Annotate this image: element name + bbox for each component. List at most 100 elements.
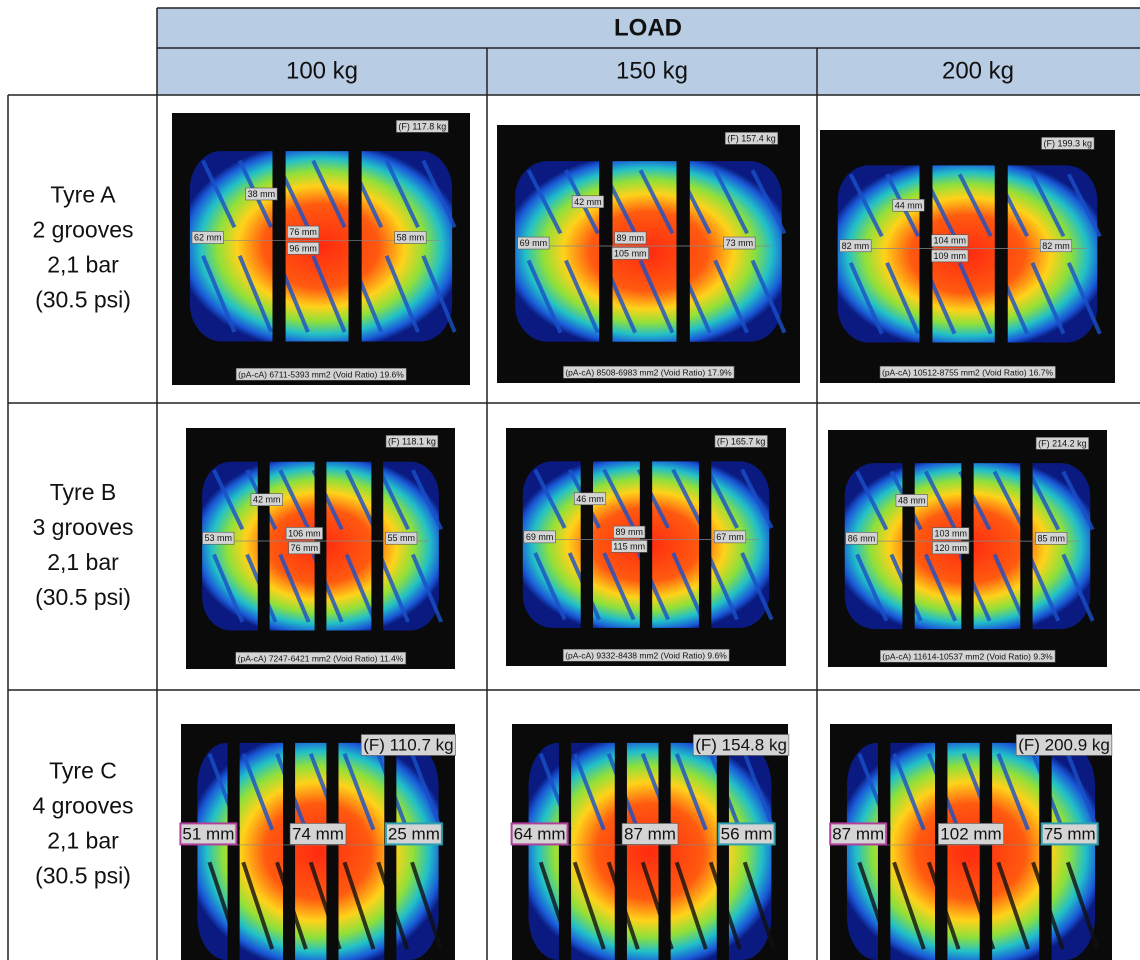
sipe bbox=[674, 753, 708, 831]
row-label: 2,1 bar bbox=[47, 828, 119, 854]
sipe bbox=[671, 468, 705, 529]
label-box bbox=[202, 531, 235, 545]
measure-label: 82 mm bbox=[1042, 241, 1070, 251]
label-box bbox=[932, 541, 970, 555]
label-box bbox=[613, 525, 646, 539]
groove bbox=[979, 740, 993, 960]
sipe bbox=[713, 259, 749, 334]
sipe bbox=[750, 169, 787, 235]
groove bbox=[314, 459, 327, 633]
sipe bbox=[992, 553, 1026, 622]
measure-label: (F) 165.7 kg bbox=[717, 436, 766, 446]
row-label: 2 grooves bbox=[32, 217, 133, 243]
label-box bbox=[523, 530, 556, 544]
label-box bbox=[396, 120, 449, 133]
sipe bbox=[671, 552, 705, 621]
label-box bbox=[1039, 239, 1073, 253]
row-label: Tyre B bbox=[50, 479, 116, 505]
measure-label: 42 mm bbox=[574, 197, 602, 207]
sipe bbox=[410, 753, 443, 831]
sipe bbox=[311, 159, 347, 229]
measure-label: (F) 118.1 kg bbox=[388, 436, 436, 446]
measure-label: (F) 200.9 kg bbox=[1018, 735, 1110, 754]
sipe bbox=[1027, 470, 1061, 531]
groove bbox=[614, 740, 627, 960]
measure-label: (pA-cA) 10512-8755 mm2 (Void Ratio) 16.7… bbox=[882, 367, 1053, 377]
label-box bbox=[287, 225, 320, 239]
measure-label: (pA-cA) 7247-6421 mm2 (Void Ratio) 11.4% bbox=[238, 653, 404, 663]
measure-label: (F) 154.8 kg bbox=[695, 735, 787, 754]
label-box bbox=[611, 247, 649, 260]
measure-label: 75 mm bbox=[1044, 824, 1096, 843]
groove bbox=[1020, 461, 1033, 632]
sipe bbox=[241, 753, 275, 831]
sipe bbox=[1065, 753, 1100, 831]
measure-label: 76 mm bbox=[291, 543, 319, 553]
sipe bbox=[713, 169, 749, 235]
sipe bbox=[410, 553, 444, 623]
row-label: 2,1 bar bbox=[47, 252, 119, 278]
label-box bbox=[562, 648, 730, 662]
measure-label: (F) 199.3 kg bbox=[1044, 138, 1093, 148]
sipe bbox=[411, 469, 444, 531]
label-box bbox=[394, 231, 427, 244]
label-box bbox=[1041, 137, 1095, 150]
label-box bbox=[510, 822, 569, 846]
groove bbox=[257, 459, 270, 633]
sipe bbox=[892, 753, 926, 831]
sipe bbox=[421, 159, 457, 229]
label-box bbox=[879, 365, 1056, 379]
groove bbox=[227, 740, 240, 960]
label-box bbox=[563, 365, 735, 379]
sipe bbox=[705, 468, 739, 529]
label-box bbox=[879, 649, 1056, 663]
sipe bbox=[201, 255, 237, 333]
label-box bbox=[517, 236, 550, 250]
sipe bbox=[377, 553, 410, 623]
label-box bbox=[1040, 822, 1099, 846]
sipe bbox=[1061, 553, 1095, 622]
measure-label: 42 mm bbox=[253, 495, 281, 505]
sipe bbox=[1061, 470, 1095, 531]
sipe bbox=[1027, 553, 1061, 622]
measure-label: (F) 214.2 kg bbox=[1038, 438, 1087, 448]
sipe bbox=[855, 553, 889, 622]
groove bbox=[716, 740, 729, 960]
sipe bbox=[384, 159, 420, 229]
load-title: LOAD bbox=[614, 14, 682, 41]
groove bbox=[877, 740, 891, 960]
sipe bbox=[996, 753, 1030, 831]
groove bbox=[580, 459, 594, 630]
row-label: (30.5 psi) bbox=[35, 287, 131, 313]
groove bbox=[935, 740, 948, 960]
measure-label: (F) 117.8 kg bbox=[398, 121, 446, 131]
measure-label: 87 mm bbox=[624, 824, 676, 843]
row-label: 4 grooves bbox=[32, 793, 133, 819]
groove bbox=[658, 740, 671, 960]
groove bbox=[1039, 740, 1052, 960]
label-box bbox=[384, 822, 443, 846]
measure-label: 73 mm bbox=[726, 238, 754, 248]
sipe bbox=[344, 469, 377, 531]
sipe bbox=[533, 468, 567, 529]
measure-label: 115 mm bbox=[613, 541, 645, 551]
label-box bbox=[1035, 532, 1068, 545]
sipe bbox=[564, 259, 600, 334]
sipe bbox=[602, 468, 636, 529]
footprint-image: (F) 214.2 kg 48 mm 86 mm 103 mm 120 mm 85 mm (… bbox=[828, 430, 1107, 667]
label-box bbox=[1035, 437, 1089, 450]
measure-label: 82 mm bbox=[842, 241, 870, 251]
sipe bbox=[957, 262, 993, 335]
measure-label: (pA-cA) 8508-6983 mm2 (Void Ratio) 17.9% bbox=[565, 367, 732, 377]
label-box bbox=[250, 493, 283, 506]
measure-label: 103 mm bbox=[935, 529, 968, 539]
groove bbox=[599, 159, 613, 344]
sipe bbox=[1066, 262, 1102, 335]
sipe bbox=[740, 468, 774, 529]
footprint-image: (F) 157.4 kg 42 mm 69 mm 89 mm 105 mm 73 mm (p… bbox=[497, 125, 800, 383]
label-box bbox=[360, 734, 456, 756]
sipe bbox=[885, 262, 921, 335]
measure-label: 85 mm bbox=[1037, 533, 1065, 543]
sipe bbox=[848, 262, 884, 335]
